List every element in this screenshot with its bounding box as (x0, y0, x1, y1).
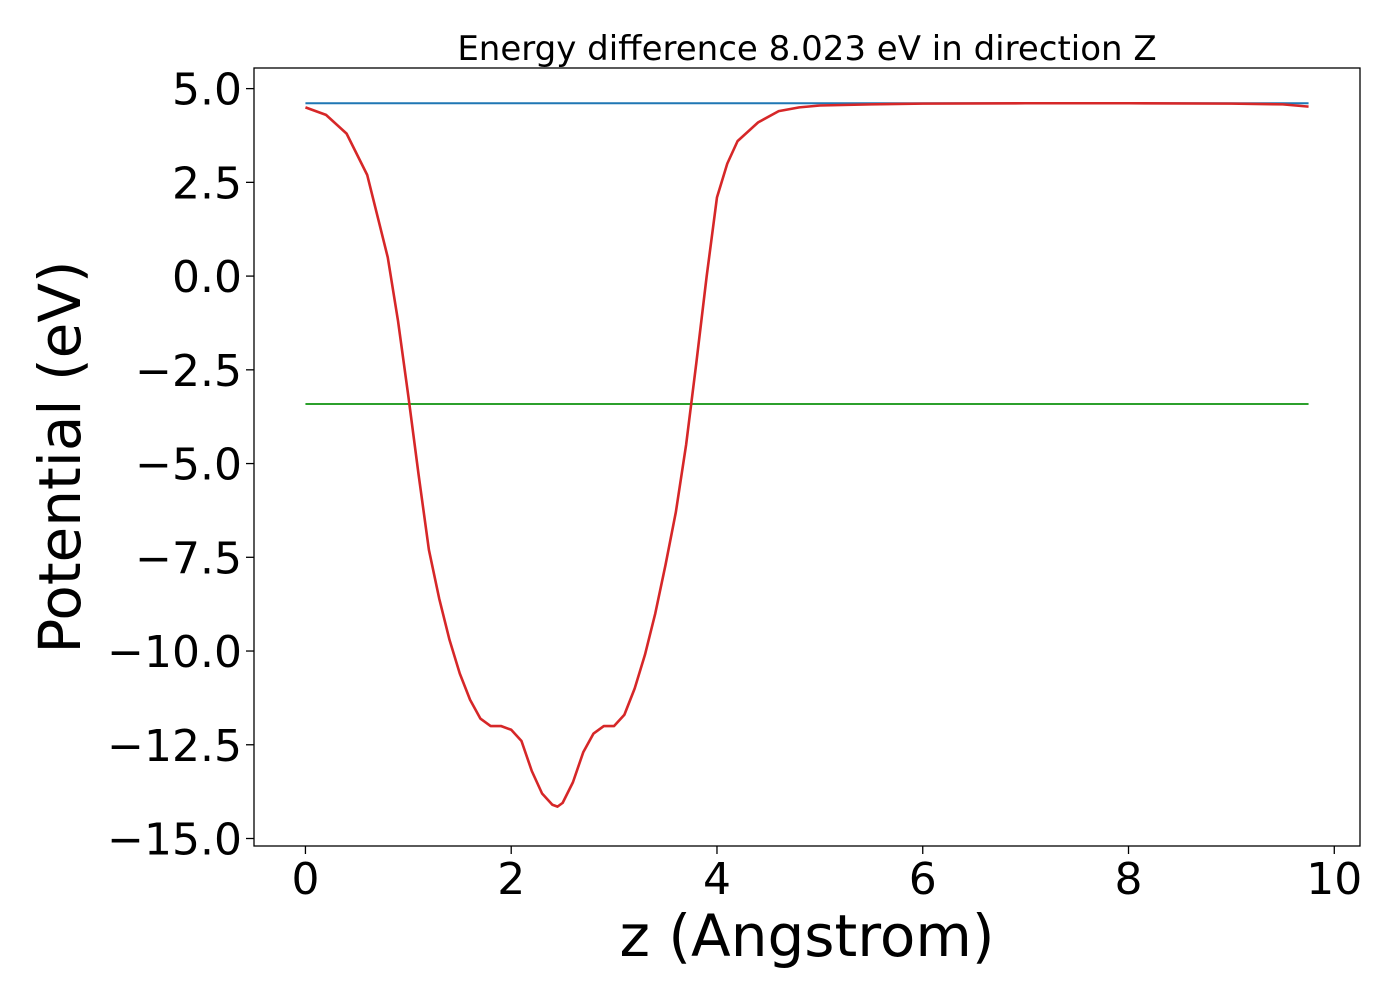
x-tick-label: 4 (703, 854, 731, 905)
y-tick-label: −15.0 (107, 815, 242, 866)
y-tick-label: −10.0 (107, 627, 242, 678)
x-tick-label: 2 (497, 854, 525, 905)
chart-title: Energy difference 8.023 eV in direction … (457, 29, 1156, 69)
y-tick-label: −12.5 (107, 721, 242, 772)
y-tick-label: −2.5 (135, 346, 242, 397)
y-axis-ticks: 5.0 2.5 0.0 −2.5 −5.0 −7.5 −10.0 −12.5 −15.0 (107, 65, 254, 866)
x-axis-ticks: 0 2 4 6 8 10 (291, 846, 1362, 905)
y-tick-label: 2.5 (172, 158, 242, 209)
y-tick-label: −5.0 (135, 440, 242, 491)
plot-area-frame (253, 67, 1361, 847)
y-tick-label: 5.0 (172, 65, 242, 116)
x-tick-label: 10 (1306, 854, 1362, 905)
x-tick-label: 8 (1115, 854, 1143, 905)
x-tick-label: 6 (909, 854, 937, 905)
series-layer (304, 101, 1309, 808)
x-tick-label: 0 (291, 854, 319, 905)
y-tick-label: −7.5 (135, 533, 242, 584)
y-tick-label: 0.0 (172, 252, 242, 303)
series-line-3 (304, 101, 1309, 808)
y-axis-label: Potential (eV) (26, 260, 94, 653)
x-axis-label: z (Angstrom) (620, 902, 995, 970)
